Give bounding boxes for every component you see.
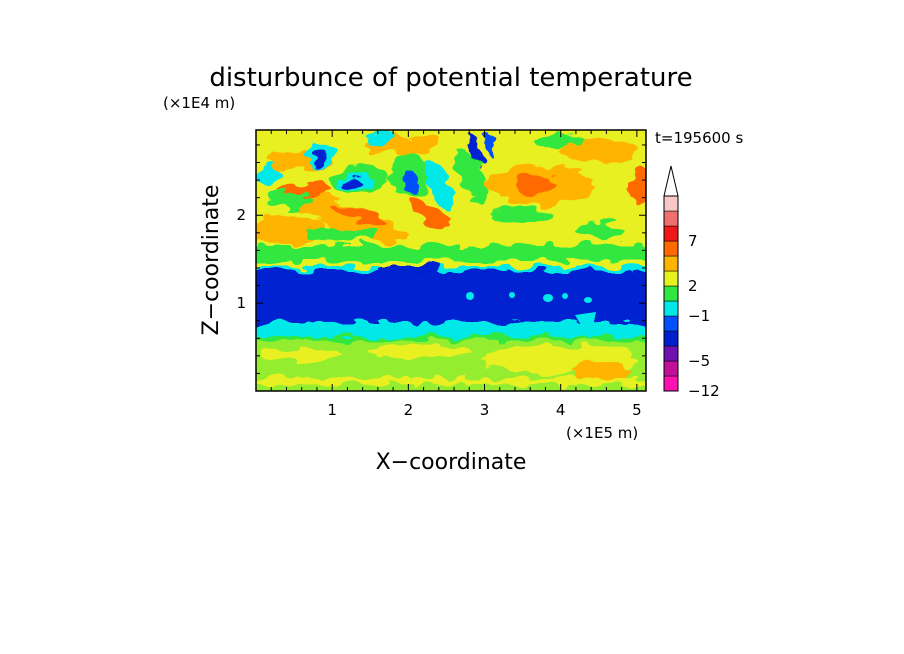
colorbar-swatch	[663, 210, 679, 227]
cold-cell	[483, 131, 497, 159]
upper-green-strip	[256, 245, 646, 261]
colorbar-tick-label: −12	[688, 382, 720, 400]
cold-cell	[401, 166, 419, 194]
cold-region	[490, 207, 550, 223]
cold-region	[575, 222, 625, 238]
colorbar-tick-label: −5	[688, 352, 710, 370]
y-tick-label: 1	[236, 294, 246, 312]
colorbar-swatch	[663, 375, 679, 392]
warm-region	[630, 167, 646, 203]
cold-region	[453, 147, 487, 203]
warm-region	[565, 138, 635, 162]
cold-region	[268, 190, 312, 210]
colorbar-tick-label: −1	[688, 307, 710, 325]
colorbar-swatch	[663, 345, 679, 362]
colorbar-swatch	[663, 255, 679, 272]
x-tick-label: 2	[404, 401, 414, 419]
colorbar-swatch	[663, 360, 679, 377]
chart-title: disturbunce of potential temperature	[209, 63, 692, 93]
y-tick-label: 2	[236, 206, 246, 224]
y-axis-ticks: 12	[236, 144, 646, 374]
cold-cell	[467, 132, 483, 168]
blue-band	[256, 270, 646, 322]
colorbar-swatch	[663, 225, 679, 242]
x-tick-label: 3	[480, 401, 490, 419]
low-band-strip	[256, 378, 646, 384]
x-tick-label: 4	[556, 401, 566, 419]
x-tick-label: 5	[632, 401, 642, 419]
warm-region	[331, 202, 389, 228]
y-unit-label: (×1E4 m)	[163, 94, 235, 112]
colorbar-frame	[663, 195, 679, 392]
colorbar-extend-arrow	[663, 165, 679, 197]
y-axis-label: Z−coordinate	[199, 185, 224, 336]
colorbar-tick-label: 7	[688, 232, 698, 250]
colorbar-swatch	[663, 315, 679, 332]
x-axis-label: X−coordinate	[376, 450, 527, 475]
band-speckle	[562, 293, 568, 299]
band-speckle	[509, 292, 515, 298]
band-speckle	[575, 312, 596, 340]
colorbar-swatch	[663, 270, 679, 287]
low-band-patch	[370, 345, 470, 359]
low-band-patch	[260, 349, 340, 361]
band-speckle	[584, 297, 592, 303]
colorbar-tick-label: 2	[688, 277, 698, 295]
cold-cell	[313, 150, 327, 166]
contour-field	[256, 130, 646, 391]
cold-region	[366, 132, 394, 148]
colorbar-swatch	[663, 300, 679, 317]
warm-region	[409, 199, 451, 231]
band-speckle	[466, 292, 474, 300]
band-speckle	[543, 294, 553, 302]
colorbar: 7 2 −1 −5 −12	[663, 165, 720, 400]
x-axis-ticks: 1 2 3 4 5	[270, 130, 642, 419]
colorbar-swatch	[663, 330, 679, 347]
plot-frame	[255, 129, 647, 392]
cold-region	[427, 161, 453, 209]
colorbar-swatch	[663, 240, 679, 257]
cold-region	[305, 227, 375, 243]
cold-region	[256, 165, 280, 185]
warm-max	[513, 173, 557, 193]
time-label: t=195600 s	[655, 129, 743, 147]
x-tick-label: 1	[327, 401, 337, 419]
cold-region	[535, 133, 585, 147]
low-band-patch	[570, 362, 630, 382]
colorbar-swatch	[663, 195, 679, 212]
x-unit-label: (×1E5 m)	[566, 424, 638, 442]
cold-cell	[342, 177, 362, 189]
colorbar-swatch	[663, 285, 679, 302]
